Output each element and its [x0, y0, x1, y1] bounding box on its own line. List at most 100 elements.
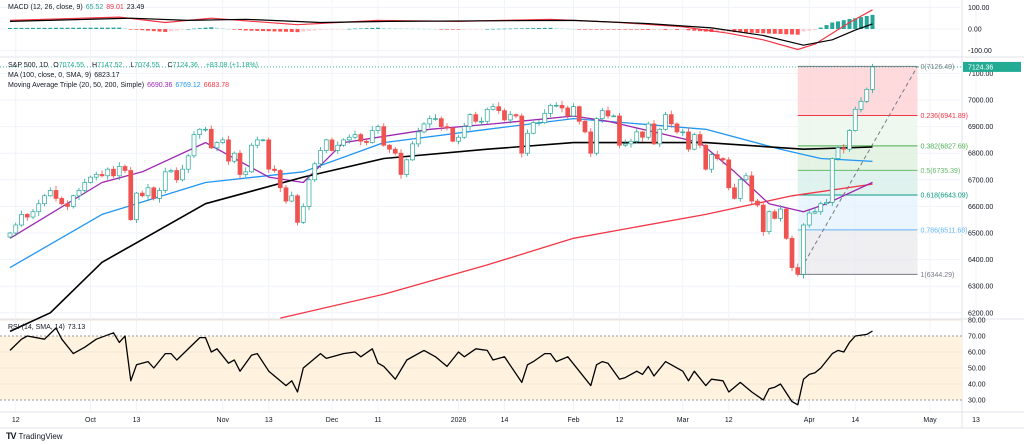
macd-histogram-bar [692, 29, 697, 31]
ma50-value: 6769.12 [175, 82, 201, 89]
rsi-legend[interactable]: RSI (14, SMA, 14) 73.13 [8, 324, 88, 331]
time-tick-label: 11 [374, 417, 381, 424]
candle [588, 128, 594, 157]
macd-histogram-bar [841, 20, 846, 29]
macd-histogram-bar [8, 27, 12, 29]
macd-histogram-bar [784, 29, 789, 35]
macd-histogram-bar [606, 29, 610, 30]
candle [237, 150, 243, 179]
macd-histogram-bar [59, 27, 64, 29]
candle-body [565, 107, 571, 117]
candle [105, 167, 111, 180]
macd-histogram-bar [404, 28, 409, 30]
rsi-tick-label: 40.00 [968, 382, 986, 389]
macd-histogram-bar [169, 29, 173, 32]
candle [30, 208, 36, 220]
macd-histogram-bar [140, 29, 145, 31]
macd-histogram-bar [836, 21, 840, 29]
macd-histogram-bar [88, 27, 93, 29]
candle [122, 164, 128, 174]
candle [82, 178, 88, 194]
candle [398, 149, 404, 179]
candle-body [53, 190, 59, 199]
candle-body [674, 123, 680, 133]
macd-histogram-bar [266, 29, 271, 32]
macd-histogram-bar [249, 29, 254, 31]
candle-body [461, 126, 467, 138]
time-tick-label: Mar [677, 417, 690, 424]
candle [502, 108, 507, 122]
ma-triple-legend[interactable]: Moving Average Triple (20, 50, 200, Simp… [8, 82, 232, 89]
macd-histogram-bar [577, 29, 582, 30]
open-value: 7074.55 [58, 62, 85, 69]
candle-body [812, 211, 818, 214]
macd-histogram-bar [571, 29, 576, 30]
candle [249, 143, 254, 173]
candle-body [30, 211, 36, 218]
candle-body [116, 166, 122, 177]
macd-histogram-bar [243, 29, 248, 31]
candle-body [283, 187, 289, 202]
macd-histogram-bar [284, 29, 288, 32]
macd-legend[interactable]: MACD (12, 26, close, 9) 65.52 89.01 23.49 [8, 4, 147, 11]
candle-body [611, 115, 617, 118]
candle [461, 122, 467, 139]
candle [479, 117, 484, 126]
ma100-legend[interactable]: MA (100, close, 0, SMA, 9) 6823.17 [8, 72, 123, 79]
time-tick-label: 12 [12, 417, 20, 424]
macd-histogram-bar [646, 29, 651, 30]
price-tick-label: 7100.00 [968, 71, 993, 78]
macd-histogram-bar [192, 28, 196, 30]
tradingview-logo-text: TradingView [18, 431, 63, 441]
macd-histogram-bar [853, 18, 858, 29]
time-tick-label: 14 [851, 417, 859, 424]
macd-histogram-bar [238, 29, 242, 30]
fib-level-label: 0.5(6735.39) [921, 168, 961, 175]
macd-histogram-bar [36, 27, 41, 29]
candle [444, 123, 450, 131]
macd-histogram-bar [554, 28, 559, 29]
candle-body [697, 134, 703, 146]
macd-histogram-bar [341, 29, 346, 30]
macd-histogram-bar [565, 28, 570, 30]
candle [197, 128, 203, 139]
ma20-value: 6690.36 [147, 82, 173, 89]
candle-body [47, 190, 53, 197]
candle-body [588, 131, 594, 154]
candle-body [858, 100, 864, 110]
candle-body [318, 150, 323, 165]
price-legend[interactable]: S&P 500, 1D O7074.55 H7147.52 L7074.55 C… [8, 62, 261, 69]
price-tick-label: 7000.00 [968, 98, 993, 105]
candle [674, 122, 680, 135]
macd-histogram-bar [634, 29, 639, 30]
macd-histogram-bar [623, 29, 628, 30]
macd-tick-label: -100.00 [968, 48, 992, 55]
candle-body [651, 123, 657, 145]
candle-body [254, 139, 260, 146]
candle-body [341, 139, 346, 146]
candle-body [783, 208, 789, 239]
price-tick-label: 6300.00 [968, 284, 993, 291]
candle-body [801, 224, 806, 275]
candle [277, 169, 283, 193]
candle-body [392, 148, 398, 154]
candle-body [387, 144, 392, 150]
candle-body [634, 131, 640, 142]
candle-body [502, 110, 507, 121]
candle-body [88, 176, 93, 183]
candle [318, 147, 323, 169]
rsi-tick-label: 70.00 [968, 334, 986, 341]
candle [697, 131, 703, 149]
time-tick-label: 13 [972, 417, 980, 424]
macd-histogram-bar [629, 29, 633, 30]
candle [410, 141, 415, 161]
macd-histogram-bar [111, 27, 116, 29]
macd-histogram-bar [54, 27, 58, 29]
candle [720, 157, 726, 165]
candle-body [335, 144, 341, 151]
macd-histogram-bar [48, 27, 53, 29]
candle-body [312, 163, 318, 181]
macd-histogram-bar [353, 28, 357, 30]
candle-body [404, 159, 410, 175]
